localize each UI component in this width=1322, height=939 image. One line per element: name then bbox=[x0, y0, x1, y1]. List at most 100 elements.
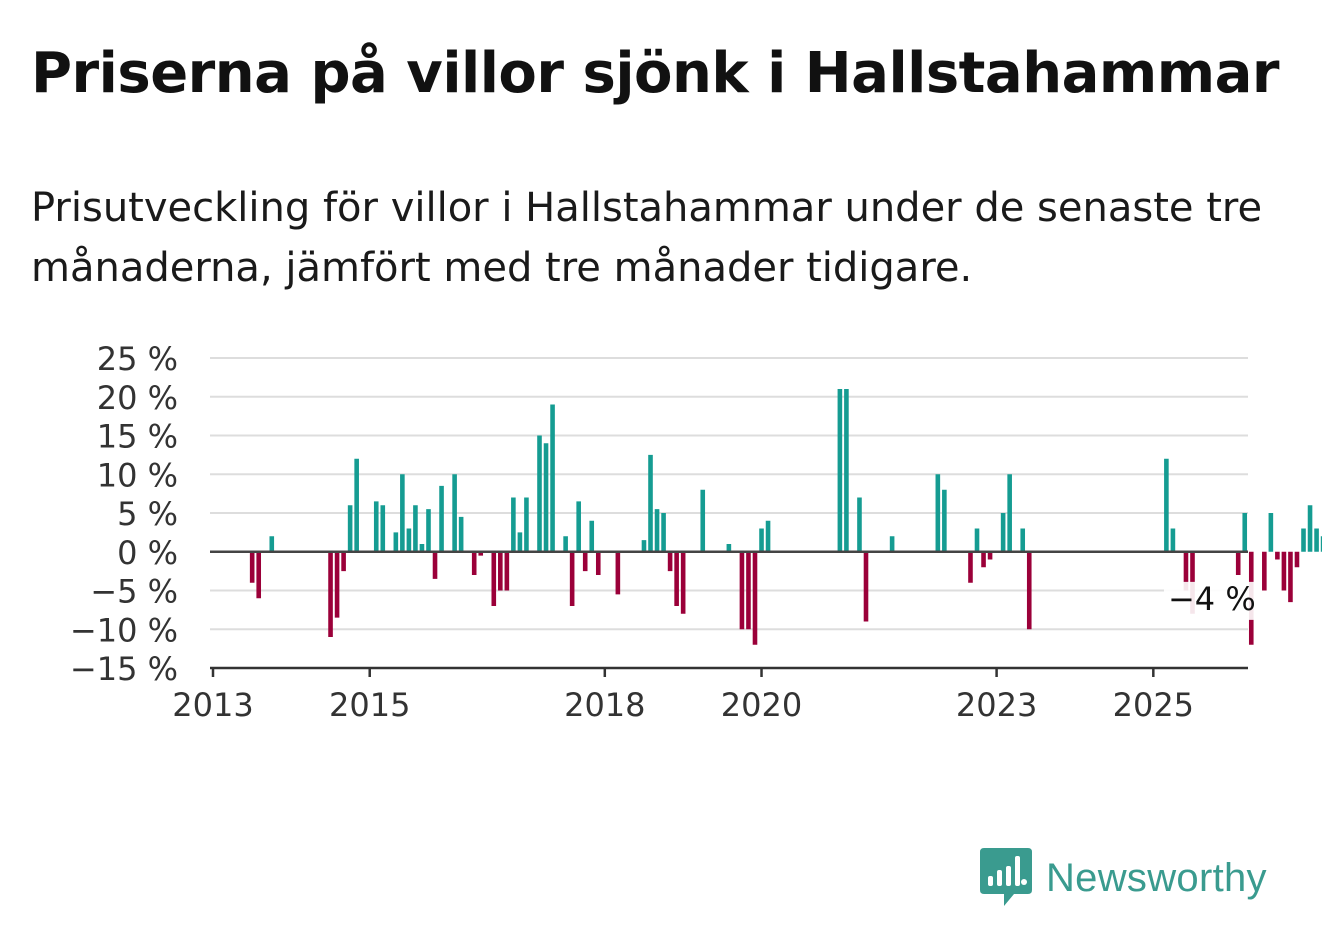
bar bbox=[1275, 551, 1280, 560]
bar bbox=[765, 520, 771, 552]
bar bbox=[857, 497, 862, 552]
bar bbox=[491, 551, 497, 606]
x-tick-label: 2023 bbox=[956, 686, 1037, 724]
bar bbox=[759, 528, 764, 552]
bar bbox=[974, 528, 980, 552]
bar bbox=[837, 389, 843, 552]
bar bbox=[543, 443, 549, 552]
bar bbox=[1288, 551, 1293, 603]
bar bbox=[347, 505, 353, 552]
y-tick-label: −10 % bbox=[70, 611, 178, 649]
bar bbox=[563, 536, 568, 552]
bar bbox=[680, 551, 686, 614]
bar bbox=[1020, 528, 1026, 552]
bar bbox=[942, 489, 947, 552]
bar bbox=[471, 551, 477, 575]
bar bbox=[1235, 551, 1241, 575]
bar bbox=[406, 528, 412, 552]
bar bbox=[1268, 513, 1274, 552]
y-tick-label: 25 % bbox=[97, 340, 178, 378]
bar bbox=[981, 551, 986, 568]
bar bbox=[935, 474, 941, 552]
bar bbox=[373, 501, 379, 552]
bar bbox=[380, 505, 386, 552]
bar bbox=[844, 389, 849, 552]
bar bbox=[1170, 528, 1176, 552]
x-tick-label: 2020 bbox=[721, 686, 802, 724]
bar bbox=[1026, 551, 1032, 630]
bar bbox=[641, 540, 647, 552]
bar bbox=[1262, 551, 1267, 591]
bar bbox=[419, 544, 425, 552]
bar bbox=[674, 551, 679, 606]
bar bbox=[968, 551, 973, 583]
bar bbox=[269, 536, 275, 552]
brand-logo: Newsworthy bbox=[980, 848, 1267, 908]
bar bbox=[432, 551, 438, 579]
bar bbox=[863, 551, 869, 622]
newsworthy-logo-icon bbox=[980, 848, 1032, 906]
bar bbox=[426, 509, 431, 552]
y-tick-label: −5 % bbox=[90, 573, 178, 611]
bar bbox=[328, 551, 333, 637]
bar bbox=[726, 544, 732, 552]
bar bbox=[1294, 551, 1300, 568]
bar-chart: −15 %−10 %−5 %0 %5 %10 %15 %20 %25 % 2013… bbox=[70, 340, 1322, 724]
y-tick-label: −15 % bbox=[70, 650, 178, 688]
bar bbox=[400, 474, 405, 552]
bar bbox=[1183, 551, 1189, 591]
bar bbox=[589, 520, 595, 552]
y-tick-label: 5 % bbox=[117, 495, 178, 533]
bar bbox=[498, 551, 503, 591]
bar bbox=[1164, 458, 1169, 552]
bar bbox=[1000, 513, 1006, 552]
bar bbox=[1314, 528, 1319, 552]
bar bbox=[1242, 513, 1248, 552]
bar bbox=[648, 454, 653, 552]
bar bbox=[341, 551, 346, 572]
bar bbox=[550, 404, 555, 552]
y-tick-label: 20 % bbox=[97, 379, 178, 417]
y-tick-label: 0 % bbox=[117, 534, 178, 572]
bar bbox=[504, 551, 510, 591]
bar bbox=[739, 551, 745, 630]
x-tick-label: 2025 bbox=[1113, 686, 1194, 724]
bar bbox=[524, 497, 529, 552]
chart-subtitle: Prisutveckling för villor i Hallstahamma… bbox=[31, 185, 1263, 291]
x-tick-label: 2018 bbox=[564, 686, 645, 724]
y-tick-label: 10 % bbox=[97, 456, 178, 494]
brand-name: Newsworthy bbox=[1046, 855, 1267, 900]
bar bbox=[576, 501, 581, 552]
bar bbox=[746, 551, 751, 630]
y-tick-label: 15 % bbox=[97, 418, 178, 456]
bar bbox=[256, 551, 262, 599]
bar bbox=[667, 551, 673, 572]
bar bbox=[752, 551, 758, 645]
bar bbox=[1301, 528, 1306, 552]
annotation-label: −4 % bbox=[1168, 580, 1256, 618]
x-tick-label: 2013 bbox=[172, 686, 253, 724]
bar bbox=[478, 551, 484, 556]
bar bbox=[452, 474, 457, 552]
x-tick-label: 2015 bbox=[329, 686, 410, 724]
bar bbox=[1007, 474, 1012, 552]
bar bbox=[654, 509, 660, 552]
bar bbox=[537, 435, 542, 552]
annotation-background bbox=[1163, 581, 1262, 620]
bar bbox=[393, 532, 399, 552]
bar bbox=[249, 551, 255, 583]
bar bbox=[413, 505, 418, 552]
bar bbox=[1307, 505, 1313, 552]
bar bbox=[582, 551, 588, 572]
bar bbox=[354, 458, 359, 552]
bar bbox=[511, 497, 516, 552]
bar bbox=[595, 551, 601, 575]
chart-title: Priserna på villor sjönk i Hallstahammar bbox=[31, 41, 1279, 106]
bar bbox=[334, 551, 340, 618]
bar bbox=[889, 536, 895, 552]
bar bbox=[1281, 551, 1287, 591]
bar bbox=[1320, 536, 1322, 552]
bar bbox=[439, 485, 444, 552]
bar bbox=[569, 551, 575, 606]
bar bbox=[615, 551, 621, 595]
